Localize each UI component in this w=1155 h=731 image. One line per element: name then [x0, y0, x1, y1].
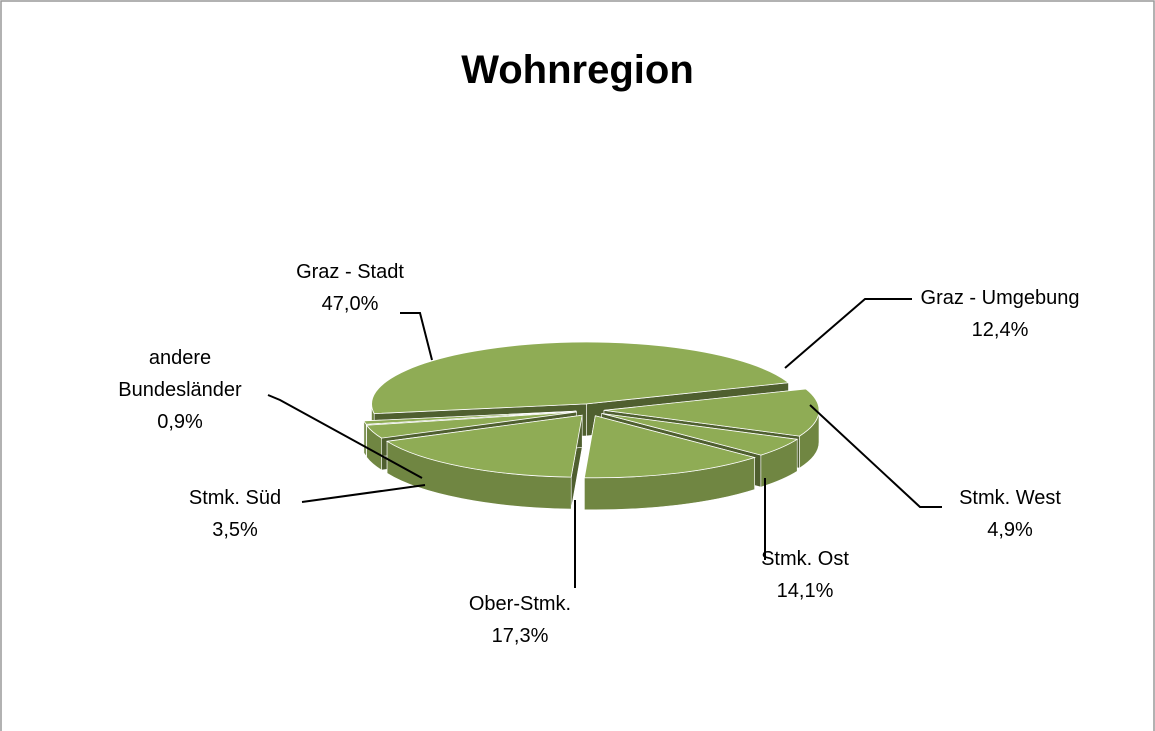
leader-line	[784, 298, 912, 369]
slice	[365, 411, 577, 439]
value-label: 0,9%	[157, 411, 203, 433]
category-label: andere Bundesländer	[118, 347, 242, 401]
category-label: Stmk. Ost	[761, 548, 849, 570]
data-label: andere Bundesländer 0,9%	[105, 342, 255, 438]
category-label: Stmk. Süd	[188, 487, 282, 509]
value-label: 47,0%	[321, 293, 379, 315]
data-label: Ober-Stmk. 17,3%	[440, 588, 600, 652]
value-label: 3,5%	[212, 519, 258, 541]
data-label: Stmk. West 4,9%	[940, 482, 1080, 546]
value-label: 17,3%	[491, 625, 549, 647]
leader-line	[301, 484, 426, 503]
slice	[583, 415, 757, 479]
leader-line	[400, 312, 433, 361]
leader-line	[809, 404, 942, 508]
value-label: 4,9%	[987, 519, 1033, 541]
leader-line	[267, 394, 423, 479]
slice	[363, 410, 577, 425]
slice	[601, 413, 799, 456]
data-label: Stmk. Ost 14,1%	[735, 543, 875, 607]
data-label: Graz - Umgebung 12,4%	[890, 282, 1110, 346]
slice-wall	[363, 419, 367, 458]
category-label: Ober-Stmk.	[468, 593, 572, 615]
category-label: Graz - Umgebung	[920, 287, 1080, 309]
data-label: Graz - Stadt 47,0%	[265, 256, 435, 320]
data-label: Stmk. Süd 3,5%	[165, 482, 305, 546]
value-label: 14,1%	[776, 580, 834, 602]
slice	[371, 341, 790, 415]
category-label: Stmk. West	[959, 487, 1061, 509]
value-label: 12,4%	[971, 319, 1029, 341]
chart-title: Wohnregion	[461, 48, 694, 92]
slice	[385, 414, 583, 478]
category-label: Graz - Stadt	[296, 261, 404, 283]
